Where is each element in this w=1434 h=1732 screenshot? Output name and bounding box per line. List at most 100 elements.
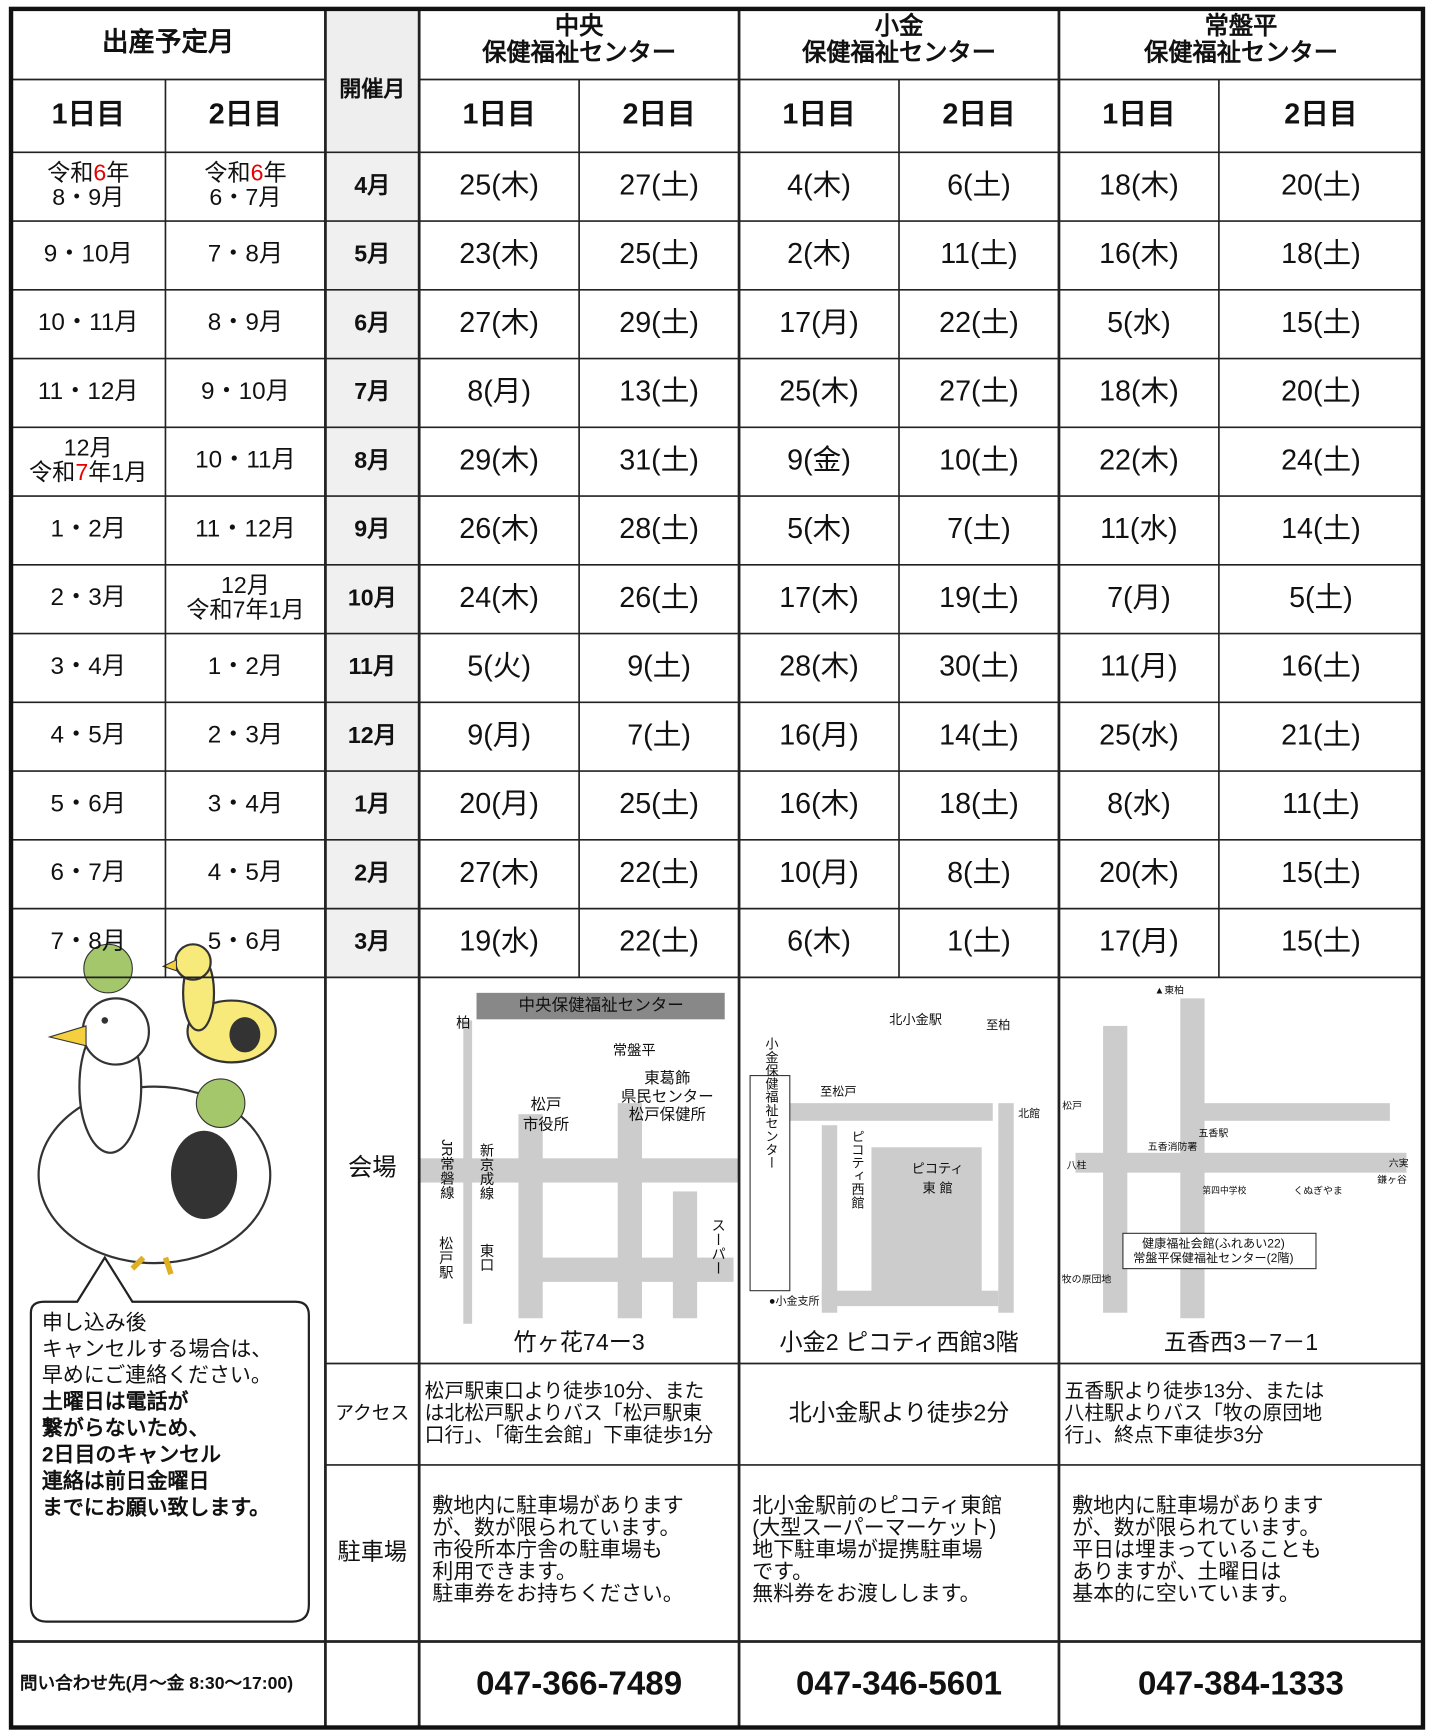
access-text: 北小金駅より徒歩2分 [789,1399,1010,1425]
map-road [871,1147,982,1302]
date: 2(木) [787,238,851,270]
access-text: 口行」、「衛生会館」下車徒歩1分 [425,1425,714,1447]
date: 20(土) [1281,376,1361,408]
map-label: 健康福祉会館(ふれあい22) [1142,1236,1285,1251]
map-label: 第四中学校 [1202,1185,1246,1196]
birth-month-part: 12月 [221,572,270,598]
held-month: 2月 [354,859,390,885]
header: 2日目 [209,98,282,130]
date: 11(土) [1282,788,1360,820]
date: 7(月) [1107,582,1171,614]
map-label: 五香消防署 [1148,1140,1198,1153]
birth-month: 令和7年1月 [186,596,304,622]
date: 8(土) [947,857,1011,889]
map-road [540,1257,734,1282]
date: 5(水) [1107,307,1171,339]
row-label: 会場 [348,1155,397,1182]
birth-month-part: 7・8月 [51,928,126,955]
birth-month: 10・11月 [38,310,139,337]
birth-month-part: 令和7年1月 [186,596,304,622]
birth-month: 8・9月 [52,184,124,210]
birth-month: 12月 [221,572,270,598]
birth-month-part: 1・2月 [208,653,283,680]
map-road [821,1290,999,1307]
parking-text: です。 [752,1561,813,1584]
header: 1日目 [52,98,125,130]
map-label: 柏 [456,1015,470,1032]
birth-month-part: 9・10月 [201,378,290,405]
map-road [998,1103,1014,1313]
birth-month-part: 6 [93,160,106,186]
header: 開催月 [339,76,405,101]
map-label: 小金保健福祉センター [763,1037,778,1170]
parking-text: 利用できます。 [432,1561,576,1584]
date: 24(土) [1281,444,1361,476]
center-name: 保健福祉センター [801,40,996,67]
parking-text: ありますが、土曜日は [1072,1561,1281,1584]
map-label: ピコティ西館 [849,1130,864,1210]
date: 23(木) [459,238,539,270]
date: 17(月) [1099,926,1179,958]
date: 28(土) [619,513,699,545]
map-road [672,1191,698,1319]
date: 6(土) [947,169,1011,201]
map-road [617,1103,642,1319]
held-month: 11月 [348,653,396,679]
birth-month-part: 令和 [29,459,75,485]
date: 15(土) [1281,857,1361,889]
birth-month-part: 4・5月 [208,860,283,887]
map-label: ▲東柏 [1154,983,1184,996]
date: 27(土) [619,169,699,201]
date: 16(月) [779,719,859,751]
map-label: 東葛飾 [644,1069,690,1087]
birth-month: 5・6月 [51,791,126,818]
birth-month-part: 5・6月 [208,928,283,955]
map-label: くぬぎやま [1294,1184,1343,1197]
date: 14(土) [1281,513,1361,545]
header-shade [325,8,420,153]
map-label: 八柱 [1067,1159,1087,1172]
date: 13(土) [619,376,699,408]
date: 25(木) [459,169,539,201]
map-road [821,1125,838,1313]
note-text: 土曜日は電話が [42,1390,189,1414]
parking-text: 基本的に空いています。 [1072,1583,1300,1606]
date: 16(木) [1099,238,1179,270]
birth-month: 4・5月 [208,860,283,887]
date: 9(月) [467,719,531,751]
map-road [761,1103,993,1121]
date: 9(土) [627,651,691,683]
birth-month-part: 10・11月 [38,310,139,337]
date: 10(月) [779,857,859,889]
birth-month: 5・6月 [208,928,283,955]
birth-month: 令和7年1月 [29,459,147,485]
held-month: 6月 [354,309,390,335]
date: 26(木) [459,513,539,545]
map-label: 五香駅 [1199,1128,1229,1140]
birth-month: 1・2月 [51,516,126,543]
address: 小金2 ピコティ西館3階 [779,1329,1018,1355]
date: 31(土) [619,444,699,476]
access-text: 松戸駅東口より徒歩10分、また [425,1380,705,1402]
held-month: 10月 [348,584,397,610]
birth-month: 11・12月 [38,378,139,405]
birth-month: 10・11月 [195,447,296,474]
date: 18(土) [1281,238,1361,270]
date: 9(金) [787,444,851,476]
birth-month: 令和6年 [47,160,129,186]
date: 28(木) [779,651,859,683]
header: 1日目 [1102,98,1175,130]
birth-month-part: 9・10月 [44,241,133,268]
date: 26(土) [619,582,699,614]
birth-month: 6・7月 [209,184,281,210]
parking-text: 平日は埋まっていることも [1072,1539,1321,1562]
birth-month-part: 8・9月 [208,310,283,337]
date: 8(水) [1107,788,1171,820]
date: 24(木) [459,582,539,614]
address: 竹ヶ花74ー3 [513,1329,644,1355]
map-label: 北館 [1018,1106,1040,1120]
phone: 047-346-5601 [796,1665,1002,1702]
map-label: 常盤平保健福祉センター(2階) [1133,1250,1293,1265]
mascot [29,943,310,1623]
map-label: 市役所 [523,1115,569,1133]
